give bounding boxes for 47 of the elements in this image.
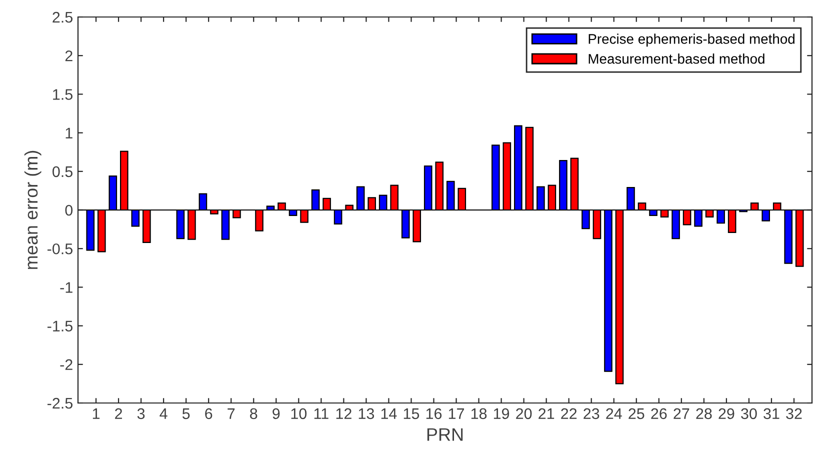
- x-tick-label: 8: [250, 408, 258, 420]
- x-tick-label: 11: [314, 408, 328, 419]
- legend-label: Measurement-based method: [588, 54, 764, 64]
- x-tick-label: 13: [358, 408, 374, 420]
- y-tick-label: 2: [65, 50, 72, 62]
- x-tick-label: 19: [494, 408, 510, 420]
- x-tick-label: 23: [584, 408, 600, 420]
- x-tick-label: 26: [651, 408, 667, 420]
- x-tick-label: 24: [606, 408, 622, 419]
- y-tick-label: -1.5: [47, 320, 72, 332]
- x-tick-label: 15: [404, 408, 420, 420]
- x-tick-label: 30: [741, 408, 757, 420]
- y-tick-label: -2: [60, 359, 72, 370]
- x-tick-label: 16: [426, 408, 442, 420]
- y-tick-label: 0: [65, 204, 73, 216]
- x-tick-label: 5: [182, 408, 190, 420]
- x-tick-label: 2: [115, 408, 122, 419]
- y-tick-label: 2.5: [52, 12, 72, 23]
- x-tick-label: 27: [674, 408, 690, 419]
- x-tick-label: 21: [538, 408, 554, 419]
- legend-label: Precise ephemeris-based method: [588, 34, 794, 47]
- y-tick-label: 1: [66, 128, 72, 138]
- x-tick-label: 31: [764, 408, 780, 420]
- y-tick-label: -1: [60, 282, 72, 293]
- x-tick-label: 10: [291, 408, 307, 420]
- x-tick-label: 14: [381, 408, 397, 419]
- x-tick-label: 7: [228, 408, 235, 419]
- x-tick-label: 28: [696, 408, 712, 420]
- x-tick-label: 9: [272, 408, 280, 420]
- x-tick-label: 12: [336, 408, 352, 419]
- x-tick-label: 32: [786, 408, 802, 420]
- x-tick-label: 3: [137, 408, 145, 420]
- y-tick-label: -2.5: [47, 398, 72, 409]
- x-axis-title: PRN: [427, 428, 463, 441]
- y-tick-label: 0.5: [52, 166, 72, 178]
- x-tick-label: 4: [160, 408, 168, 419]
- x-tick-label: 25: [628, 408, 644, 420]
- y-axis-title: mean error (m): [24, 150, 42, 269]
- y-tick-label: 1.5: [53, 89, 72, 100]
- x-tick-label: 29: [718, 408, 734, 420]
- x-tick-label: 20: [516, 408, 532, 420]
- x-tick-label: 6: [205, 408, 212, 420]
- x-tick-label: 17: [448, 408, 464, 419]
- x-tick-label: 18: [471, 408, 487, 420]
- x-tick-label: 22: [561, 408, 577, 419]
- y-tick-label: -0.5: [47, 243, 72, 254]
- x-tick-label: 1: [92, 408, 100, 419]
